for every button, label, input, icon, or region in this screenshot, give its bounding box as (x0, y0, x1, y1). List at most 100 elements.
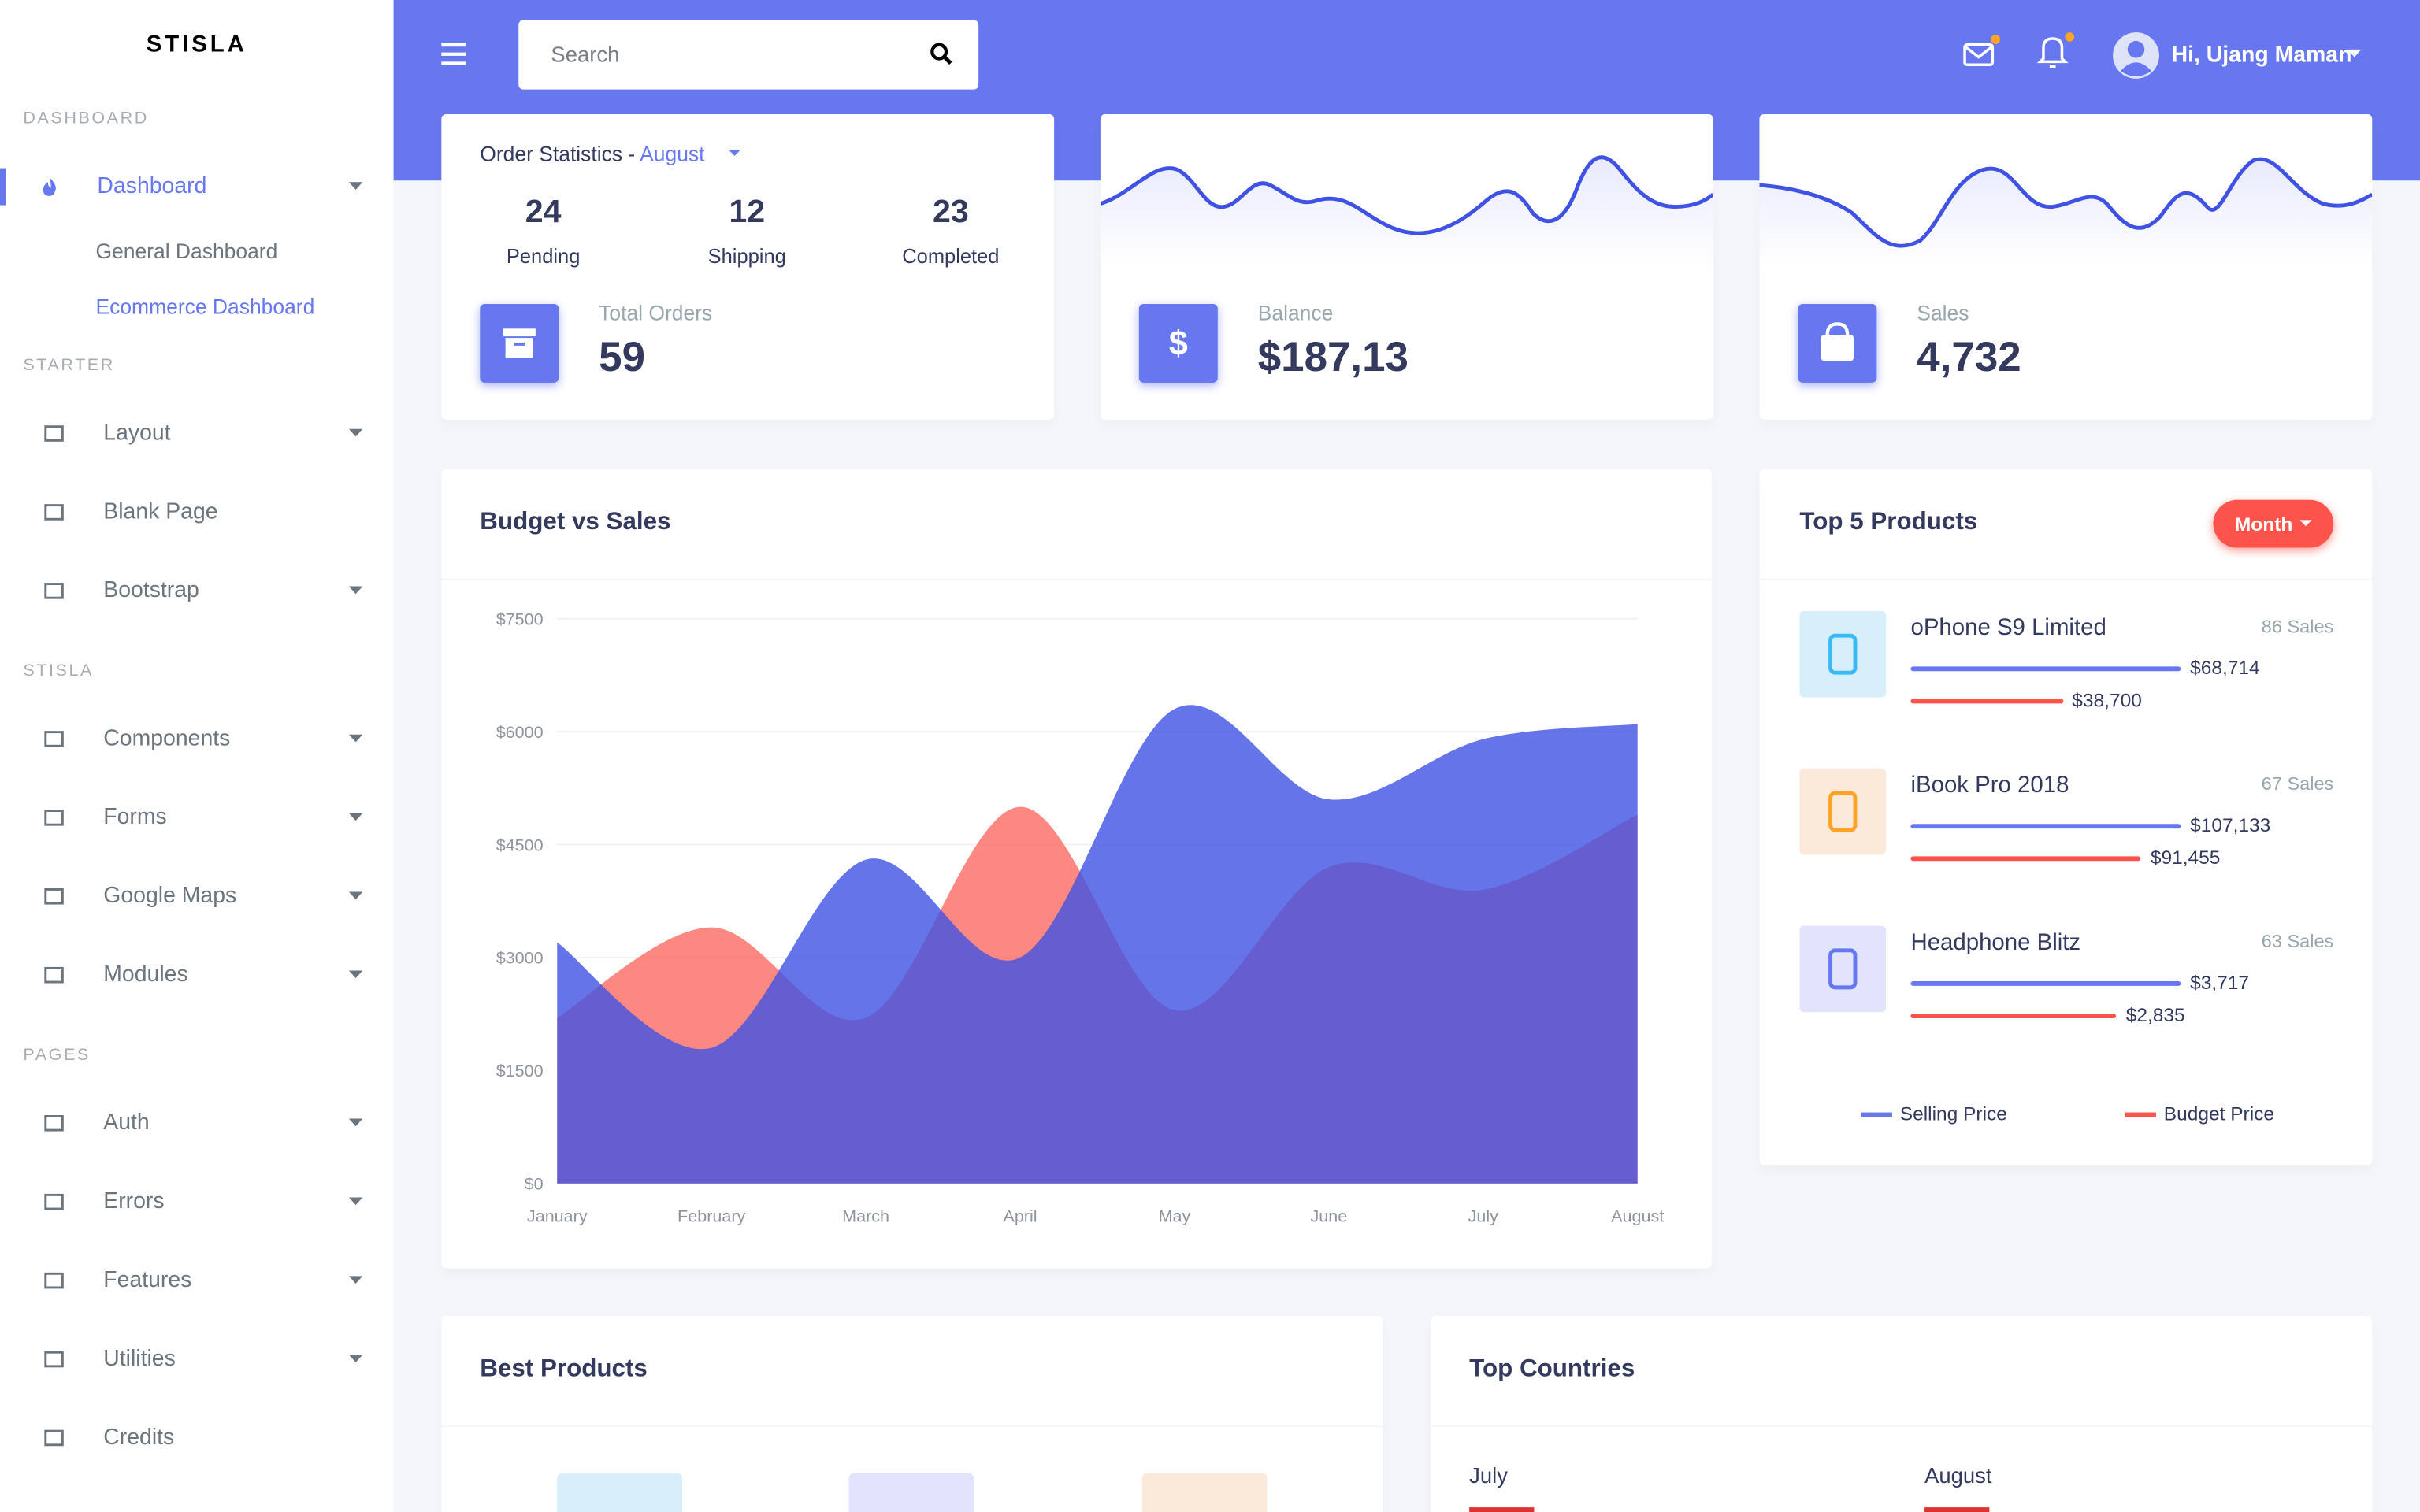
product-thumb[interactable] (557, 1473, 682, 1512)
nav-item[interactable]: Errors (103, 1189, 165, 1214)
nav-item[interactable]: Auth (103, 1110, 150, 1136)
nav-icon (44, 504, 64, 521)
balance-card: $ Balance $187,13 (1100, 113, 1713, 420)
nav-icon (44, 1193, 64, 1210)
sidebar: STISLA DASHBOARD Dashboard General Dashboa… (0, 0, 394, 1512)
search-placeholder: Search (551, 41, 620, 67)
nav-item[interactable]: Dashboard (97, 174, 207, 199)
product-icon (1799, 610, 1887, 698)
price-label: $38,700 (2072, 689, 2142, 712)
brand[interactable]: STISLA (146, 32, 247, 58)
nav-icon (44, 731, 64, 747)
search-box[interactable]: Search (518, 20, 979, 90)
price-bar (1910, 855, 2142, 861)
price-bar (1910, 1013, 2117, 1018)
product-name[interactable]: iBook Pro 2018 (1910, 772, 2069, 799)
sub-nav-item[interactable]: General Dashboard (95, 239, 278, 264)
x-tick-label: February (677, 1206, 745, 1226)
nav-item[interactable]: Layout (103, 421, 171, 447)
section-title: STARTER (23, 356, 115, 376)
nav-icon (44, 1272, 64, 1289)
icon-shape (44, 731, 64, 747)
product-sales: 86 Sales (2261, 615, 2334, 638)
nav-caret[interactable] (348, 813, 363, 821)
user-caret[interactable] (2347, 49, 2363, 59)
caret-shape (348, 1354, 363, 1362)
nav-item[interactable]: Modules (103, 962, 188, 988)
dollar-icon: $ (1169, 325, 1188, 363)
search-icon[interactable] (929, 42, 953, 66)
nav-caret[interactable] (348, 734, 363, 743)
icon-shape (44, 1351, 64, 1368)
column-title: July (1469, 1462, 1508, 1488)
month-caret[interactable] (728, 150, 741, 158)
area-chart: $0 $1500 $3000 $4500 $6000 $7500 January Februa… (496, 609, 1665, 1226)
glyph-shape (1828, 948, 1858, 990)
nav-caret[interactable] (348, 891, 363, 900)
icon-shape (44, 1115, 64, 1132)
nav-caret[interactable] (348, 970, 363, 979)
x-tick-label: May (1159, 1206, 1191, 1226)
section-title: PAGES (23, 1046, 91, 1065)
user-name[interactable]: Hi, Ujang Maman (2171, 43, 2352, 69)
nav-item[interactable]: Google Maps (103, 884, 237, 909)
icon-shape (44, 966, 64, 984)
product-glyph (1828, 948, 1858, 990)
svg-text:$: $ (1169, 325, 1188, 363)
nav-caret[interactable] (348, 1197, 363, 1206)
nav-item[interactable]: Features (103, 1268, 192, 1293)
orders-icon-box (480, 303, 559, 383)
caret-shape (348, 734, 363, 743)
bell-icon[interactable] (2034, 31, 2075, 74)
nav-icon (44, 425, 64, 442)
balance-icon-box: $ (1138, 303, 1218, 383)
best-products-card: Best Products (441, 1316, 1383, 1512)
mail-icon[interactable] (1960, 34, 2001, 74)
product-name[interactable]: oPhone S9 Limited (1910, 614, 2106, 642)
legend-swatch (1861, 1112, 1892, 1117)
nav-item[interactable]: Components (103, 726, 231, 752)
budget-chart-card: Budget vs Sales $0 $1500 $3000 $4500 $6000 $7… (441, 469, 1712, 1269)
sales-label: Sales (1917, 302, 1969, 325)
menu-toggle[interactable] (438, 39, 469, 69)
product-glyph (1828, 791, 1858, 832)
nav-icon (44, 1429, 64, 1447)
nav-caret[interactable] (348, 1354, 363, 1362)
nav-caret[interactable] (348, 1276, 363, 1284)
price-bar (1910, 665, 2181, 671)
divider (1431, 1425, 2373, 1428)
nav-item[interactable]: Credits (103, 1425, 175, 1451)
section-title: STISLA (23, 662, 94, 681)
product-icon (1799, 925, 1887, 1013)
nav-item[interactable]: Bootstrap (103, 578, 199, 604)
column-title: August (1924, 1462, 1992, 1488)
sub-nav-item[interactable]: Ecommerce Dashboard (95, 295, 315, 319)
nav-caret[interactable] (348, 182, 363, 190)
y-tick-label: $3000 (496, 948, 544, 968)
balance-sparkline (1100, 155, 1713, 269)
month-dropdown[interactable]: August (640, 143, 705, 166)
nav-item[interactable]: Utilities (103, 1347, 176, 1372)
product-thumb[interactable] (1141, 1473, 1268, 1512)
nav-item[interactable]: Forms (103, 805, 167, 831)
y-tick-label: $7500 (496, 609, 544, 628)
nav-caret[interactable] (348, 428, 363, 437)
bag-icon (1821, 322, 1854, 361)
balance-label: Balance (1257, 302, 1334, 325)
icon-shape (44, 583, 64, 599)
month-button[interactable]: Month (2213, 499, 2334, 548)
product-thumb[interactable] (848, 1473, 974, 1512)
nav-caret[interactable] (348, 586, 363, 595)
icon-shape (44, 1272, 64, 1289)
nav-item[interactable]: Blank Page (103, 499, 218, 525)
nav-icon (44, 1351, 64, 1368)
glyph-shape (1828, 791, 1858, 832)
glyph-shape (1828, 633, 1858, 675)
card-title: Order Statistics - August (480, 143, 704, 165)
price-bar (1910, 980, 2181, 985)
caret-shape (348, 182, 363, 190)
avatar[interactable] (2111, 31, 2161, 80)
product-name[interactable]: Headphone Blitz (1910, 929, 2081, 956)
nav-caret[interactable] (348, 1118, 363, 1127)
